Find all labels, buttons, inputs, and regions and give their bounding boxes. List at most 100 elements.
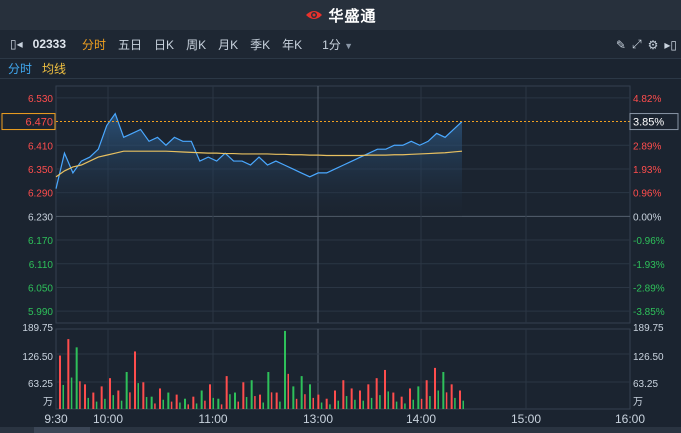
collapse-left-icon[interactable]: ▯◂ xyxy=(10,37,23,51)
volume-bar xyxy=(212,397,214,409)
volume-bar xyxy=(204,400,206,409)
volume-bar xyxy=(245,396,248,409)
y-axis-label-left: 6.290 xyxy=(28,189,53,200)
collapse-right-icon[interactable]: ▸▯ xyxy=(664,37,677,52)
y-axis-label-right: -1.93% xyxy=(633,260,665,271)
volume-bar xyxy=(420,398,423,409)
interval-select[interactable]: 1分 ▼ xyxy=(322,36,353,53)
x-axis-label: 15:00 xyxy=(511,412,541,426)
y-axis-label-right: 1.93% xyxy=(633,165,661,176)
volume-bar xyxy=(354,399,356,409)
volume-bar xyxy=(454,397,456,409)
brand-bar: 华盛通 xyxy=(0,0,681,30)
volume-bar xyxy=(175,394,178,409)
y-axis-label-right: 0.00% xyxy=(633,212,661,223)
intraday-chart[interactable]: 6.530 6.410 6.350 6.290 6.230 6.170 6.110 6.050… xyxy=(0,79,681,433)
volume-bar xyxy=(192,396,195,409)
y-axis-label-left: 5.990 xyxy=(28,307,53,318)
y-axis-label-left: 6.170 xyxy=(28,236,53,247)
tab-moving-average[interactable]: 均线 xyxy=(42,62,67,76)
y-axis-label-right: 2.89% xyxy=(633,141,661,152)
expand-icon[interactable]: ⤢ xyxy=(631,37,642,51)
volume-bar xyxy=(320,402,323,409)
y-axis-label-right: -3.85% xyxy=(633,307,665,318)
volume-bar xyxy=(159,388,161,409)
volume-bar xyxy=(279,401,281,409)
horizontal-scrollbar[interactable] xyxy=(0,427,681,433)
y-axis-label-right: -0.96% xyxy=(633,236,665,247)
volume-bar xyxy=(92,392,95,409)
volume-bar xyxy=(162,399,164,409)
tab-period-4[interactable]: 月K xyxy=(218,37,239,52)
volume-bar xyxy=(425,380,428,409)
volume-bar xyxy=(87,397,89,409)
volume-bar xyxy=(459,390,461,409)
tab-period-5[interactable]: 季K xyxy=(250,37,271,52)
tab-period-0[interactable]: 分时 xyxy=(82,37,107,52)
volume-bar xyxy=(145,396,148,409)
volume-bar xyxy=(429,396,431,409)
volume-bar xyxy=(275,392,278,409)
tab-period-3[interactable]: 周K xyxy=(186,37,207,52)
current-pct-label: 3.85% xyxy=(633,117,664,129)
volume-bar xyxy=(120,400,123,409)
volume-bar xyxy=(150,396,153,409)
tab-timeshare[interactable]: 分时 xyxy=(8,62,33,76)
x-axis-label: 11:00 xyxy=(198,412,227,426)
x-axis-label: 16:00 xyxy=(615,412,645,426)
x-axis-label: 9:30 xyxy=(44,412,68,426)
stock-code: 02333 xyxy=(32,37,67,51)
tab-period-2[interactable]: 日K xyxy=(154,37,175,52)
volume-bar xyxy=(84,384,86,409)
volume-bar xyxy=(359,390,361,409)
volume-bar xyxy=(317,394,320,409)
volume-bar xyxy=(142,382,145,409)
volume-bar xyxy=(270,392,273,409)
volume-bar xyxy=(75,347,78,409)
volume-bar xyxy=(195,403,198,409)
toolbar: ▯◂ 02333 分时 五日 日K 周K 月K 季K 年K 1分 ▼ ✎ ⤢ ⚙… xyxy=(0,30,681,59)
volume-bar xyxy=(437,390,439,409)
price-line xyxy=(55,112,463,189)
volume-bar xyxy=(187,404,189,409)
volume-bar xyxy=(412,399,414,409)
volume-bar xyxy=(409,388,411,409)
volume-bar xyxy=(95,401,98,409)
volume-bar xyxy=(304,394,306,409)
volume-bar xyxy=(334,390,336,409)
tab-period-6[interactable]: 年K xyxy=(282,37,303,52)
volume-bar xyxy=(325,398,328,409)
volume-bar xyxy=(254,396,256,409)
pencil-icon[interactable]: ✎ xyxy=(615,37,626,52)
sub-bar: 分时 均线 xyxy=(0,59,681,79)
volume-axis-label-right: 万 xyxy=(633,397,643,408)
volume-bar xyxy=(70,377,73,409)
volume-bar xyxy=(259,394,261,409)
volume-bar xyxy=(350,388,353,409)
x-axis-label: 14:00 xyxy=(406,412,436,426)
volume-bar xyxy=(387,391,389,409)
y-axis-label-left: 6.230 xyxy=(28,212,53,223)
scrollbar-thumb[interactable] xyxy=(34,427,90,433)
average-line xyxy=(55,150,463,178)
volume-bar xyxy=(367,384,370,409)
volume-bar xyxy=(312,397,314,409)
eye-logo-icon xyxy=(306,11,323,19)
volume-bar xyxy=(362,400,364,409)
volume-bar xyxy=(67,339,70,409)
settings-icon[interactable]: ⚙ xyxy=(647,37,659,52)
brand-name: 华盛通 xyxy=(328,6,377,25)
volume-bar xyxy=(400,396,403,409)
volume-bar xyxy=(417,386,420,409)
volume-bar xyxy=(200,390,203,409)
volume-bar xyxy=(345,396,348,409)
volume-bar xyxy=(217,398,220,409)
tab-period-1[interactable]: 五日 xyxy=(118,37,143,52)
volume-axis-label-right: 189.75 xyxy=(633,323,664,334)
volume-bar xyxy=(220,404,223,409)
y-axis-label-right: 4.82% xyxy=(633,94,661,105)
volume-axis-label-right: 126.50 xyxy=(633,352,664,363)
volume-axis-label-left: 189.75 xyxy=(22,323,53,334)
volume-axis-label-left: 63.25 xyxy=(28,379,53,390)
volume-bar xyxy=(209,384,211,409)
